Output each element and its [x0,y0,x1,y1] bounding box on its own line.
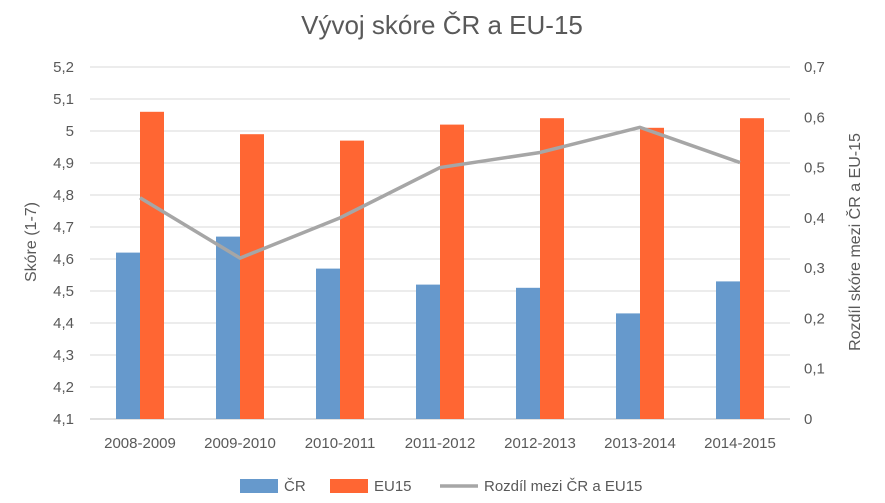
y2-tick-label: 0,3 [804,260,825,277]
x-tick-label: 2010-2011 [305,435,376,452]
x-tick-label: 2011-2012 [405,435,476,452]
x-axis-ticks: 2008-2009 2009-2010 2010-2011 2011-2012 2012… [104,435,776,452]
legend: ČR EU15 Rozdíl mezi ČR a EU15 [240,478,642,495]
y2-tick-label: 0,4 [804,210,825,227]
y2-tick-label: 0,2 [804,310,825,327]
y-tick-label: 4,9 [53,155,74,172]
y2-tick-label: 0 [804,411,812,428]
x-tick-label: 2012-2013 [504,435,576,452]
bar-eu15 [240,134,264,419]
bar-eu15 [140,111,164,420]
bar-cr [316,268,340,419]
left-axis-ticks: 4,1 4,2 4,3 4,4 4,5 4,6 4,7 4,8 4,9 5 5,1 5,2 [53,59,74,428]
difference-line-path [139,125,741,260]
bar-eu15 [440,124,464,419]
bar-eu15 [540,118,564,419]
bar-cr [616,313,640,419]
y2-tick-label: 0,1 [804,361,825,378]
y-tick-label: 4,5 [53,283,74,300]
x-tick-label: 2009-2010 [204,435,276,452]
right-axis-ticks: 0 0,1 0,2 0,3 0,4 0,5 0,6 0,7 [804,59,825,428]
legend-swatch-eu15 [330,479,368,493]
y-tick-label: 4,7 [53,219,74,236]
legend-label-eu15: EU15 [374,478,412,495]
y-axis-title: Skóre (1-7) [23,202,40,282]
y-tick-label: 4,8 [53,187,74,204]
chart-title: Vývoj skóre ČR a EU-15 [301,10,583,40]
legend-label-diff: Rozdíl mezi ČR a EU15 [484,478,642,495]
x-tick-label: 2008-2009 [104,435,176,452]
y2-tick-label: 0,7 [804,59,825,76]
y2-tick-label: 0,6 [804,109,825,126]
bar-cr [416,284,440,419]
bars [116,111,764,420]
legend-label-cr: ČR [284,478,306,495]
y-tick-label: 5 [66,123,74,140]
y-tick-label: 4,4 [53,315,74,332]
bar-cr [716,281,740,419]
y-tick-label: 4,2 [53,379,74,396]
y2-axis-title: Rozdíl skóre mezi ČR a EU-15 [845,133,864,351]
x-tick-label: 2013-2014 [604,435,676,452]
y-tick-label: 5,2 [53,59,74,76]
bar-cr [116,252,140,419]
difference-line [139,125,741,260]
y-tick-label: 5,1 [53,91,74,108]
legend-swatch-cr [240,479,278,493]
bar-eu15 [740,118,764,419]
bar-cr [516,287,540,419]
x-tick-label: 2014-2015 [704,435,776,452]
bar-eu15 [640,127,664,420]
y2-tick-label: 0,5 [804,160,825,177]
bar-eu15 [340,140,364,419]
y-tick-label: 4,1 [53,411,74,428]
y-tick-label: 4,6 [53,251,74,268]
y-tick-label: 4,3 [53,347,74,364]
bar-cr [216,236,240,419]
